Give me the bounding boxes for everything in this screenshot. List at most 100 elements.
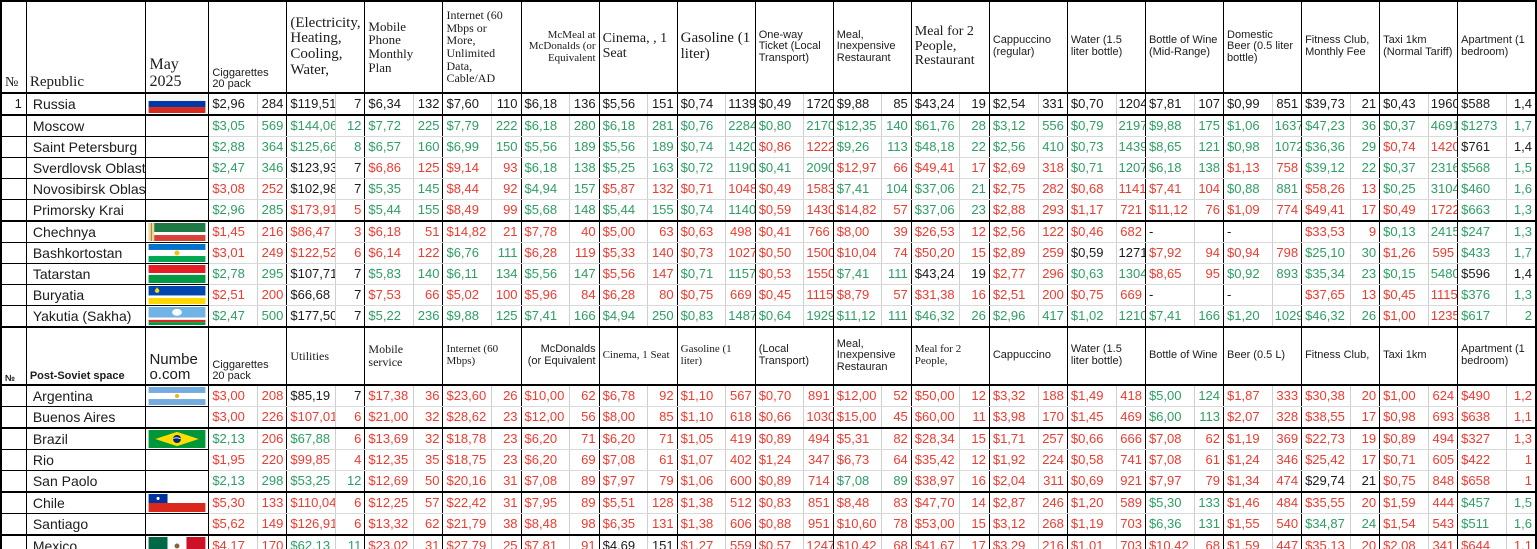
rank-cell[interactable]: 24: [1349, 513, 1380, 536]
rank-cell[interactable]: 766: [803, 221, 834, 243]
rank-cell[interactable]: 31: [491, 492, 522, 514]
rank-cell[interactable]: 21: [959, 178, 990, 200]
rank-cell[interactable]: 682: [1115, 221, 1146, 243]
price-cell[interactable]: $0,74: [676, 199, 726, 222]
rank-cell[interactable]: 2197: [1115, 115, 1146, 137]
rank-cell[interactable]: 40: [569, 221, 600, 243]
rank-cell[interactable]: 469: [1115, 406, 1146, 429]
price-cell[interactable]: $376: [1457, 284, 1507, 306]
price-cell[interactable]: $0,75: [1379, 470, 1429, 493]
rank-cell[interactable]: 250: [647, 305, 678, 328]
price-cell[interactable]: $7,08: [1144, 428, 1195, 450]
rank-cell[interactable]: 669: [1115, 284, 1146, 306]
rank-cell[interactable]: 1115: [1427, 284, 1458, 306]
flag-cell[interactable]: [145, 470, 210, 493]
flag-cell[interactable]: [145, 157, 210, 179]
price-cell[interactable]: $7,41: [520, 305, 570, 328]
price-cell[interactable]: $1,10: [676, 406, 726, 429]
price-cell[interactable]: $13,69: [364, 428, 414, 450]
price-cell[interactable]: $1,13: [1223, 157, 1273, 179]
rank-cell[interactable]: 119: [569, 242, 600, 264]
price-cell[interactable]: $37,06: [910, 178, 960, 200]
rank-cell[interactable]: 124: [1193, 385, 1224, 407]
rank-cell[interactable]: 1430: [803, 199, 834, 222]
flag-cell[interactable]: [145, 178, 210, 200]
price-cell[interactable]: $0,71: [1066, 157, 1117, 179]
price-cell[interactable]: $1,49: [1066, 385, 1117, 407]
price-cell[interactable]: $43,24: [910, 93, 960, 116]
flag-cell[interactable]: [145, 220, 210, 243]
rank-cell[interactable]: 160: [413, 136, 443, 158]
rank-cell[interactable]: 848: [1427, 470, 1458, 493]
rank-cell[interactable]: 669: [725, 284, 756, 306]
rank-cell[interactable]: 132: [647, 178, 678, 200]
price-cell[interactable]: $1,00: [1379, 305, 1429, 328]
rank-cell[interactable]: 45: [881, 406, 912, 429]
rank-cell[interactable]: 1722: [1427, 199, 1458, 222]
rank-cell[interactable]: 56: [569, 406, 600, 429]
rank-cell[interactable]: 76: [1193, 199, 1224, 222]
price-cell[interactable]: $0,98: [1223, 136, 1273, 158]
rank-cell[interactable]: 798: [1271, 242, 1302, 264]
rank-cell[interactable]: 71: [569, 428, 600, 450]
price-cell[interactable]: $5,00: [598, 221, 648, 243]
price-cell[interactable]: $0,80: [754, 115, 804, 137]
price-cell[interactable]: $1,09: [1223, 199, 1273, 222]
price-cell[interactable]: $0,75: [1066, 284, 1117, 306]
price-cell[interactable]: $6,57: [364, 136, 414, 158]
rank-cell[interactable]: 498: [725, 221, 756, 243]
price-cell[interactable]: $5,62: [208, 513, 258, 536]
rank-cell[interactable]: 19: [959, 93, 990, 116]
region-name[interactable]: Sverdlovsk Oblast: [25, 157, 147, 179]
rank-cell[interactable]: 17: [1349, 406, 1380, 429]
rank-cell[interactable]: [1193, 221, 1224, 243]
rank-cell[interactable]: 419: [725, 428, 756, 450]
price-cell[interactable]: $2,51: [988, 284, 1038, 306]
rank-cell[interactable]: 32: [413, 428, 443, 450]
price-cell[interactable]: $0,72: [676, 157, 726, 179]
price-cell[interactable]: $596: [1457, 263, 1507, 285]
rank-cell[interactable]: 163: [647, 157, 678, 179]
rank-cell[interactable]: 341: [1427, 535, 1458, 549]
rank-cell[interactable]: 333: [1271, 385, 1302, 407]
price-cell[interactable]: $0,68: [1066, 178, 1117, 200]
rank-cell[interactable]: 225: [413, 115, 443, 137]
region-name[interactable]: Chile: [25, 491, 147, 514]
rank-cell[interactable]: 61: [647, 449, 678, 471]
flag-cell[interactable]: [145, 406, 210, 429]
rank-cell[interactable]: 91: [569, 535, 600, 549]
rank-cell[interactable]: 402: [725, 449, 756, 471]
price-cell[interactable]: $18,78: [442, 428, 492, 450]
price-cell[interactable]: $7,79: [442, 115, 492, 137]
price-cell[interactable]: $2,96: [988, 305, 1038, 328]
price-cell[interactable]: $123,93: [286, 157, 336, 179]
price-cell[interactable]: $25,10: [1301, 242, 1351, 264]
price-cell[interactable]: $9,88: [442, 305, 492, 328]
rank-cell[interactable]: 1141: [1115, 178, 1146, 200]
price-cell[interactable]: $247: [1457, 221, 1507, 243]
rank-cell[interactable]: 151: [647, 93, 678, 116]
rank-cell[interactable]: 364: [256, 136, 287, 158]
price-cell[interactable]: $5,56: [598, 263, 648, 285]
price-cell[interactable]: $22,42: [442, 492, 492, 514]
region-name[interactable]: Bashkortostan: [25, 242, 147, 264]
rank-cell[interactable]: 12: [335, 115, 365, 137]
rank-cell[interactable]: 64: [881, 449, 912, 471]
price-cell[interactable]: $2,89: [988, 242, 1038, 264]
rank-cell[interactable]: [1271, 284, 1302, 306]
rank-cell[interactable]: [1271, 221, 1302, 243]
price-cell[interactable]: $8,48: [520, 513, 570, 536]
price-cell[interactable]: $28,34: [910, 428, 960, 450]
rank-cell[interactable]: 61: [1193, 449, 1224, 471]
price-cell[interactable]: $0,15: [1379, 263, 1429, 285]
price-cell[interactable]: $13,32: [364, 513, 414, 536]
rank-cell[interactable]: 1271: [1115, 242, 1146, 264]
price-cell[interactable]: $35,42: [910, 449, 960, 471]
price-cell[interactable]: $9,14: [442, 157, 492, 179]
price-cell[interactable]: $4,94: [598, 305, 648, 328]
price-cell[interactable]: $41,67: [910, 535, 960, 549]
rank-cell[interactable]: 155: [413, 199, 443, 222]
price-cell[interactable]: $53,25: [286, 470, 336, 493]
rank-cell[interactable]: 189: [569, 136, 600, 158]
price-cell[interactable]: $2,77: [988, 263, 1038, 285]
